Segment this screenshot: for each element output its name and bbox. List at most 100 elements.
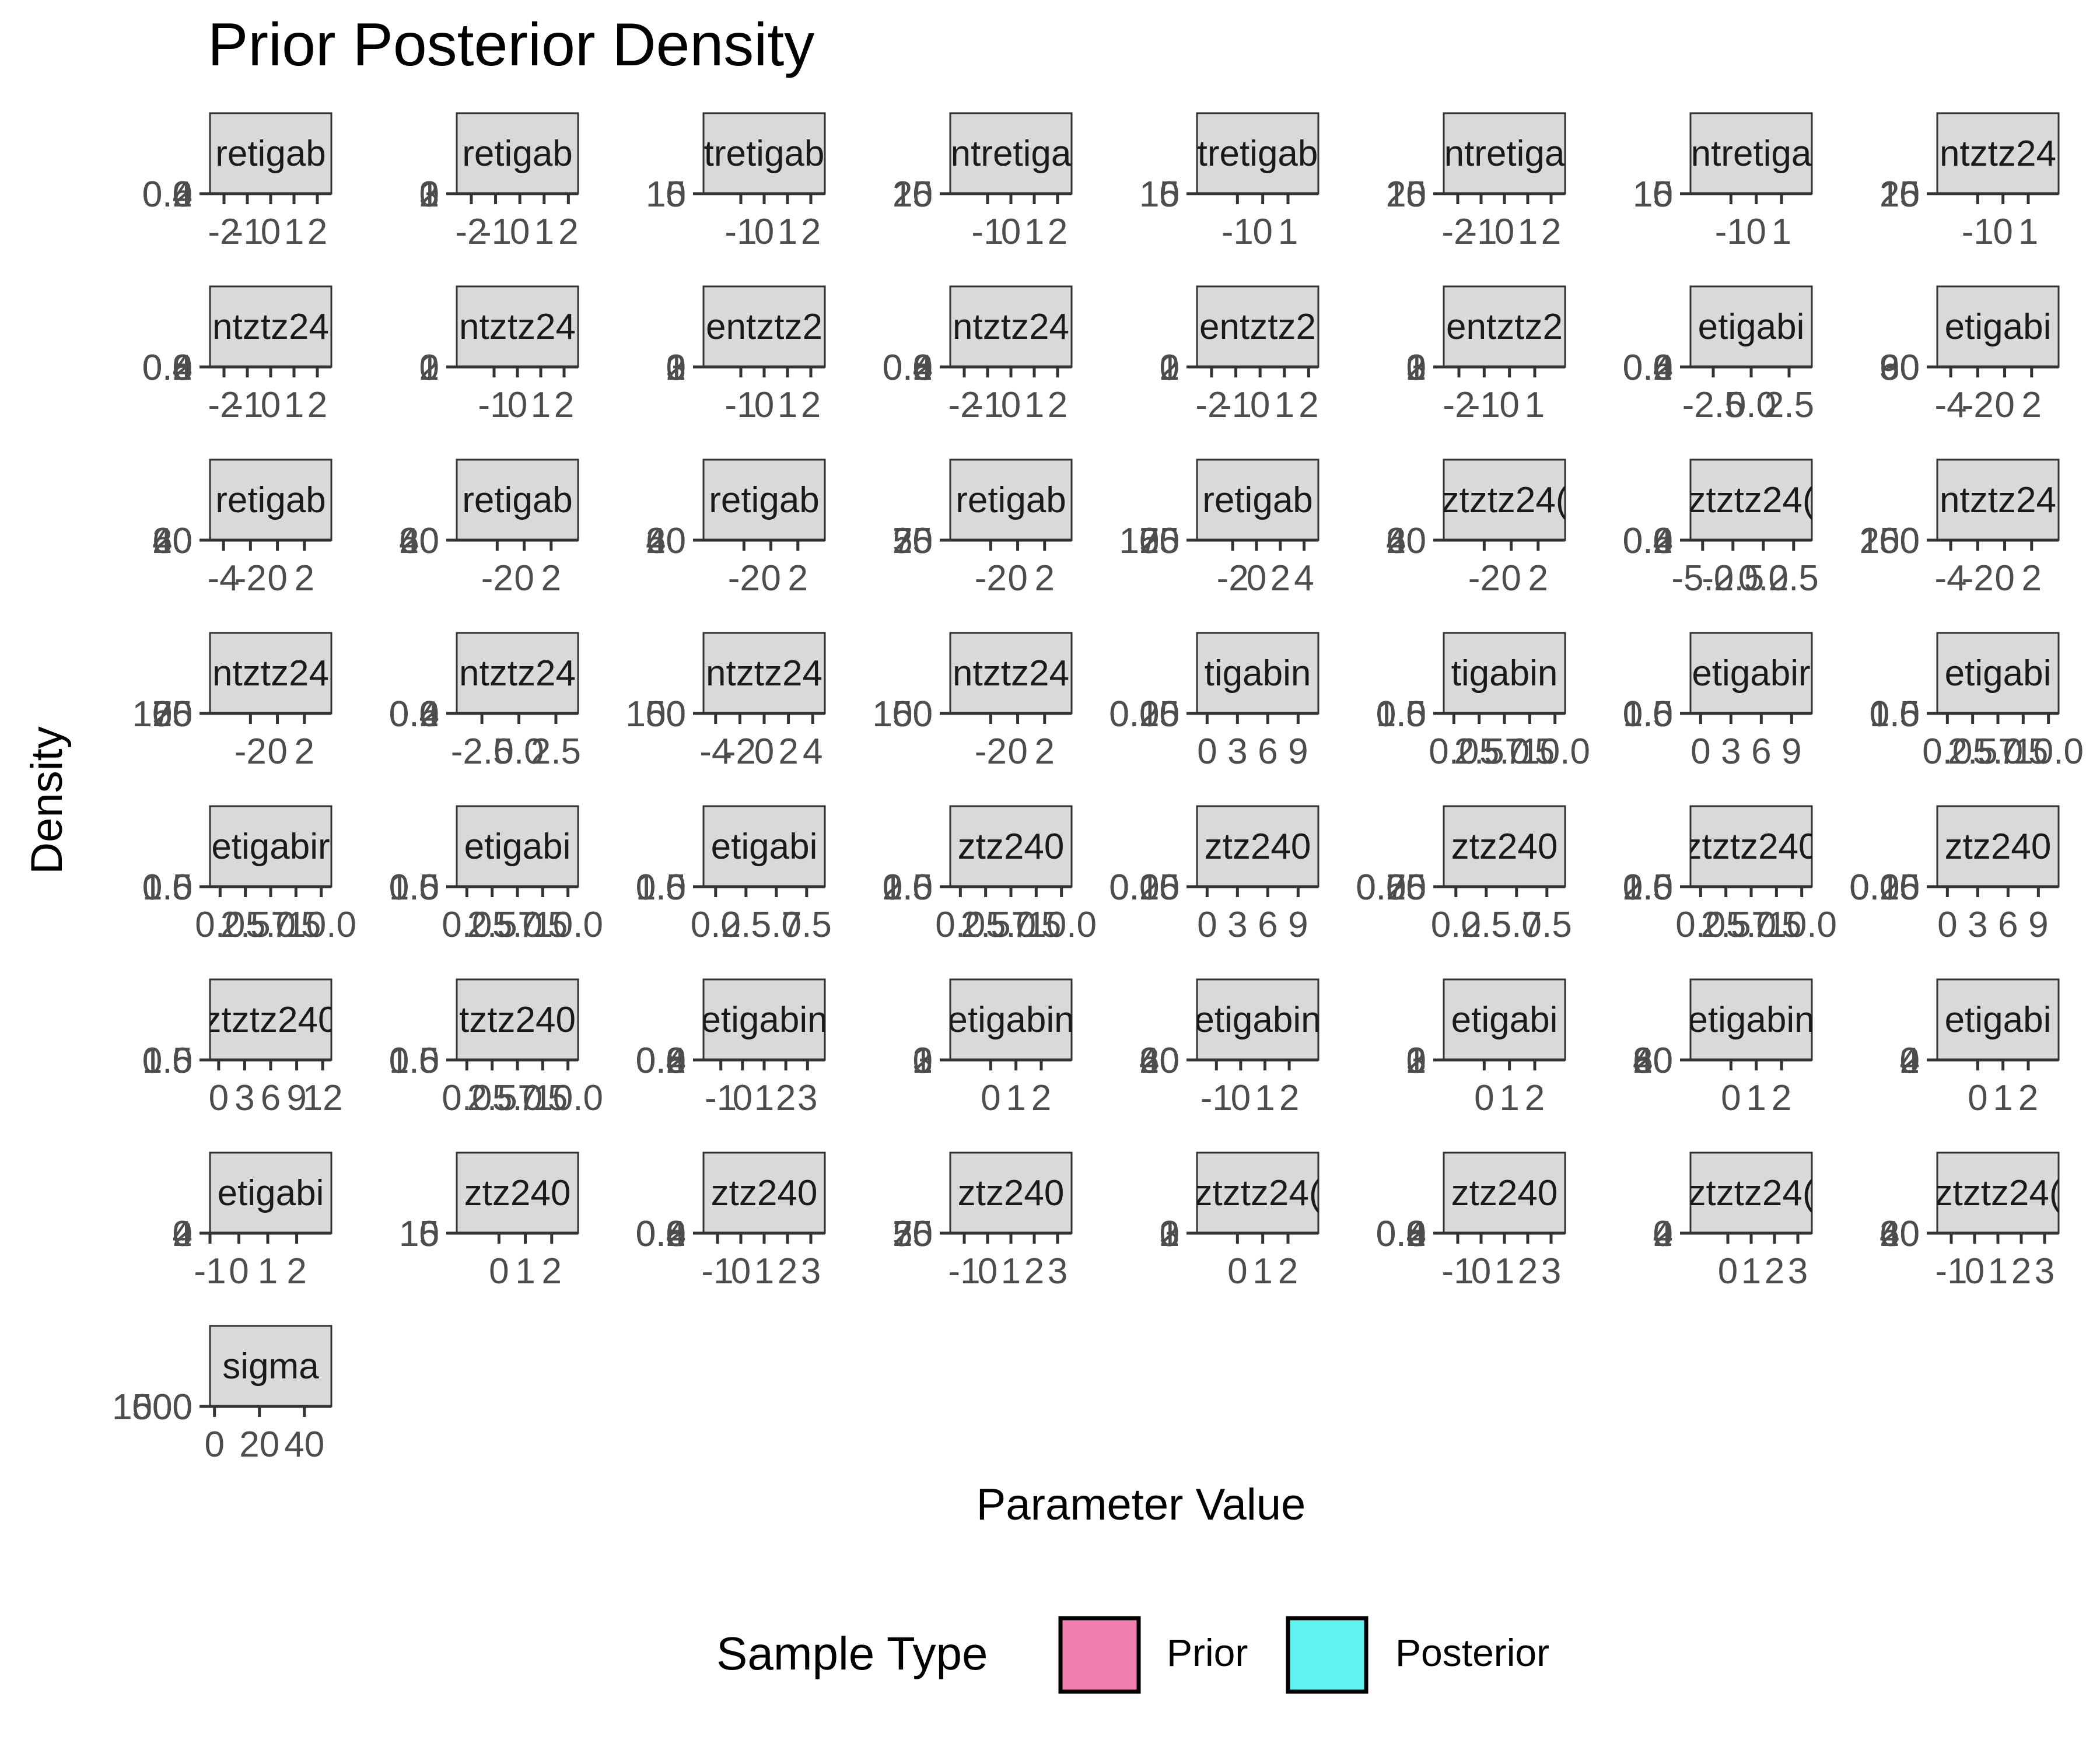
x-tick-label: 2 bbox=[801, 212, 821, 252]
y-tick-label: 1 bbox=[1160, 348, 1180, 388]
y-tick-label: 0.5 bbox=[636, 867, 686, 908]
x-tick-label: 40 bbox=[284, 1424, 324, 1465]
facet-panel: ntztz24 0.80.60.40.20.0 -2-10 1 2 bbox=[883, 285, 1073, 425]
y-tick-label: 30 bbox=[1880, 348, 1920, 388]
y-tick-label: 0.5 bbox=[883, 867, 933, 908]
y-tick-label: 40 bbox=[1880, 1214, 1920, 1254]
y-tick-label: 50 bbox=[1880, 521, 1920, 561]
x-tick-label: 5.0 bbox=[492, 1078, 542, 1118]
x-tick-label: 5.0 bbox=[1492, 905, 1542, 945]
x-tick-label: 10.0 bbox=[286, 905, 356, 945]
x-tick-label: -1 bbox=[480, 212, 512, 252]
facet-strip-label: entztz2 bbox=[1446, 307, 1563, 347]
facet-strip bbox=[1196, 285, 1320, 368]
facet-panel: ztz240 0.80.60.40.20.0 -10 1 2 3 bbox=[1376, 1152, 1566, 1292]
x-tick-label: 3 bbox=[1968, 905, 1987, 945]
x-tick-label: 1 bbox=[1006, 1078, 1026, 1118]
x-tick-label: 5.0 bbox=[492, 905, 542, 945]
x-tick-label: 0 bbox=[1994, 385, 2014, 425]
y-tick-label: 0.5 bbox=[1870, 694, 1920, 734]
x-tick-label: 2 bbox=[1541, 212, 1561, 252]
x-tick-label: 0 bbox=[1937, 905, 1957, 945]
facet-strip bbox=[1689, 459, 1813, 541]
x-tick-label: 2.5 bbox=[467, 1078, 517, 1118]
y-tick-label: 1.0 bbox=[1870, 694, 1920, 734]
facet-strip-label: etigabin bbox=[947, 1000, 1074, 1040]
x-tick-label: 0.0 bbox=[1726, 385, 1776, 425]
y-tick-label: 75 bbox=[892, 1214, 933, 1254]
facet-strip-label: ntztz24 bbox=[1940, 480, 2056, 520]
facet-strip-label: ntretiga bbox=[1444, 134, 1565, 174]
y-tick-label: 0.10 bbox=[1849, 867, 1920, 908]
facet-strip bbox=[1443, 459, 1566, 541]
facet-strip bbox=[456, 978, 579, 1061]
y-tick-label: 0.5 bbox=[1623, 867, 1673, 908]
x-tick-label: 2 bbox=[1035, 732, 1055, 772]
y-tick-label: 2 bbox=[419, 348, 439, 388]
facet-strip-label: ztztz24( bbox=[1194, 1173, 1321, 1213]
x-tick-label: 1 bbox=[1275, 385, 1294, 425]
y-tick-label: 40 bbox=[152, 521, 192, 561]
y-tick-label: 0.0 bbox=[389, 1041, 439, 1081]
y-tick-label: 0.05 bbox=[1849, 867, 1920, 908]
x-tick-label: 1 bbox=[1988, 1251, 2008, 1292]
y-tick-label: 2 bbox=[1406, 348, 1426, 388]
facet-strip bbox=[1689, 805, 1813, 888]
x-tick-label: 4 bbox=[1294, 558, 1314, 598]
y-tick-label: 25 bbox=[152, 694, 192, 734]
y-tick-label: 1.5 bbox=[389, 867, 439, 908]
y-tick-label: 1.5 bbox=[636, 867, 686, 908]
facet-strip bbox=[1443, 978, 1566, 1061]
y-tick-label: 0.4 bbox=[1623, 348, 1673, 388]
y-tick-label: 100 bbox=[873, 694, 933, 734]
x-tick-label: -1 bbox=[1962, 212, 1994, 252]
x-tick-label: 5.0 bbox=[986, 905, 1036, 945]
x-tick-label: 2 bbox=[778, 1251, 797, 1292]
y-tick-label: 4 bbox=[1653, 1214, 1673, 1254]
legend: Sample Type Prior Posterior bbox=[716, 1616, 1549, 1694]
y-tick-label: 60 bbox=[399, 521, 439, 561]
x-tick-label: 0 bbox=[1994, 558, 2014, 598]
x-tick-label: 10.0 bbox=[1520, 732, 1590, 772]
x-tick-label: 10.0 bbox=[2013, 732, 2084, 772]
y-tick-label: 60 bbox=[1880, 1214, 1920, 1254]
y-tick-label: 15 bbox=[1386, 174, 1426, 215]
y-tick-label: 20 bbox=[152, 521, 192, 561]
y-tick-label: 0.0 bbox=[883, 348, 933, 388]
y-tick-label: 0 bbox=[666, 521, 686, 561]
y-tick-label: 0.0 bbox=[142, 1041, 192, 1081]
y-tick-label: 0 bbox=[173, 1214, 192, 1254]
x-tick-label: -2 bbox=[1217, 558, 1249, 598]
y-tick-label: 60 bbox=[152, 521, 192, 561]
x-tick-label: 7.5 bbox=[1998, 732, 2048, 772]
x-tick-label: 1 bbox=[1494, 1251, 1514, 1292]
facet-panel: etigabin 0.80.60.40.20.0 -10 1 2 3 bbox=[636, 978, 827, 1118]
y-tick-label: 3 bbox=[1406, 348, 1426, 388]
facet-strip-label: etigabin bbox=[701, 1000, 827, 1040]
y-axis-label: Density bbox=[22, 726, 72, 874]
x-tick-label: 5.0 bbox=[751, 905, 802, 945]
facet-panel: ztztz240 1.51.00.50.0 0 3 6 912 bbox=[142, 978, 343, 1118]
y-tick-label: 20 bbox=[1386, 521, 1426, 561]
x-tick-label: -2 bbox=[1962, 558, 1994, 598]
facet-panel: ztztz24(0.60.40.20.0-5.0-2.50.02.5 bbox=[1623, 459, 1819, 598]
x-tick-label: 2 bbox=[2022, 385, 2042, 425]
x-tick-label: 0 bbox=[508, 385, 527, 425]
y-tick-label: 0 bbox=[1653, 1041, 1673, 1081]
y-tick-label: 0.00 bbox=[1109, 867, 1180, 908]
x-tick-label: 6 bbox=[1998, 905, 2018, 945]
y-tick-label: 20 bbox=[1880, 1214, 1920, 1254]
y-tick-label: 0 bbox=[913, 1214, 933, 1254]
x-tick-label: 2.5 bbox=[531, 732, 581, 772]
y-tick-label: 100 bbox=[626, 694, 686, 734]
x-tick-label: 10.0 bbox=[533, 1078, 603, 1118]
y-tick-label: 1.0 bbox=[883, 867, 933, 908]
x-tick-label: 1 bbox=[1993, 1078, 2013, 1118]
